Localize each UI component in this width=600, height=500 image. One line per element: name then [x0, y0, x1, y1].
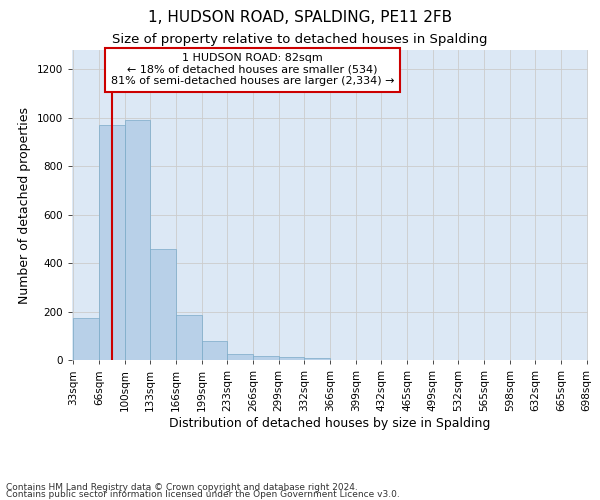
Bar — [99, 125, 125, 360]
Text: Contains HM Land Registry data © Crown copyright and database right 2024.: Contains HM Land Registry data © Crown c… — [6, 484, 358, 492]
Bar — [253, 356, 278, 360]
Text: Size of property relative to detached houses in Spalding: Size of property relative to detached ho… — [112, 32, 488, 46]
Y-axis label: Number of detached properties: Number of detached properties — [18, 106, 31, 304]
Bar — [73, 318, 99, 360]
Bar — [176, 315, 202, 360]
Bar — [150, 248, 176, 360]
Text: Contains public sector information licensed under the Open Government Licence v3: Contains public sector information licen… — [6, 490, 400, 499]
Bar — [227, 354, 253, 360]
Bar — [202, 340, 227, 360]
Bar — [278, 357, 304, 360]
Text: 1, HUDSON ROAD, SPALDING, PE11 2FB: 1, HUDSON ROAD, SPALDING, PE11 2FB — [148, 10, 452, 25]
Bar — [304, 358, 330, 360]
Text: 1 HUDSON ROAD: 82sqm
← 18% of detached houses are smaller (534)
81% of semi-deta: 1 HUDSON ROAD: 82sqm ← 18% of detached h… — [111, 53, 394, 86]
X-axis label: Distribution of detached houses by size in Spalding: Distribution of detached houses by size … — [169, 416, 491, 430]
Bar — [125, 120, 150, 360]
